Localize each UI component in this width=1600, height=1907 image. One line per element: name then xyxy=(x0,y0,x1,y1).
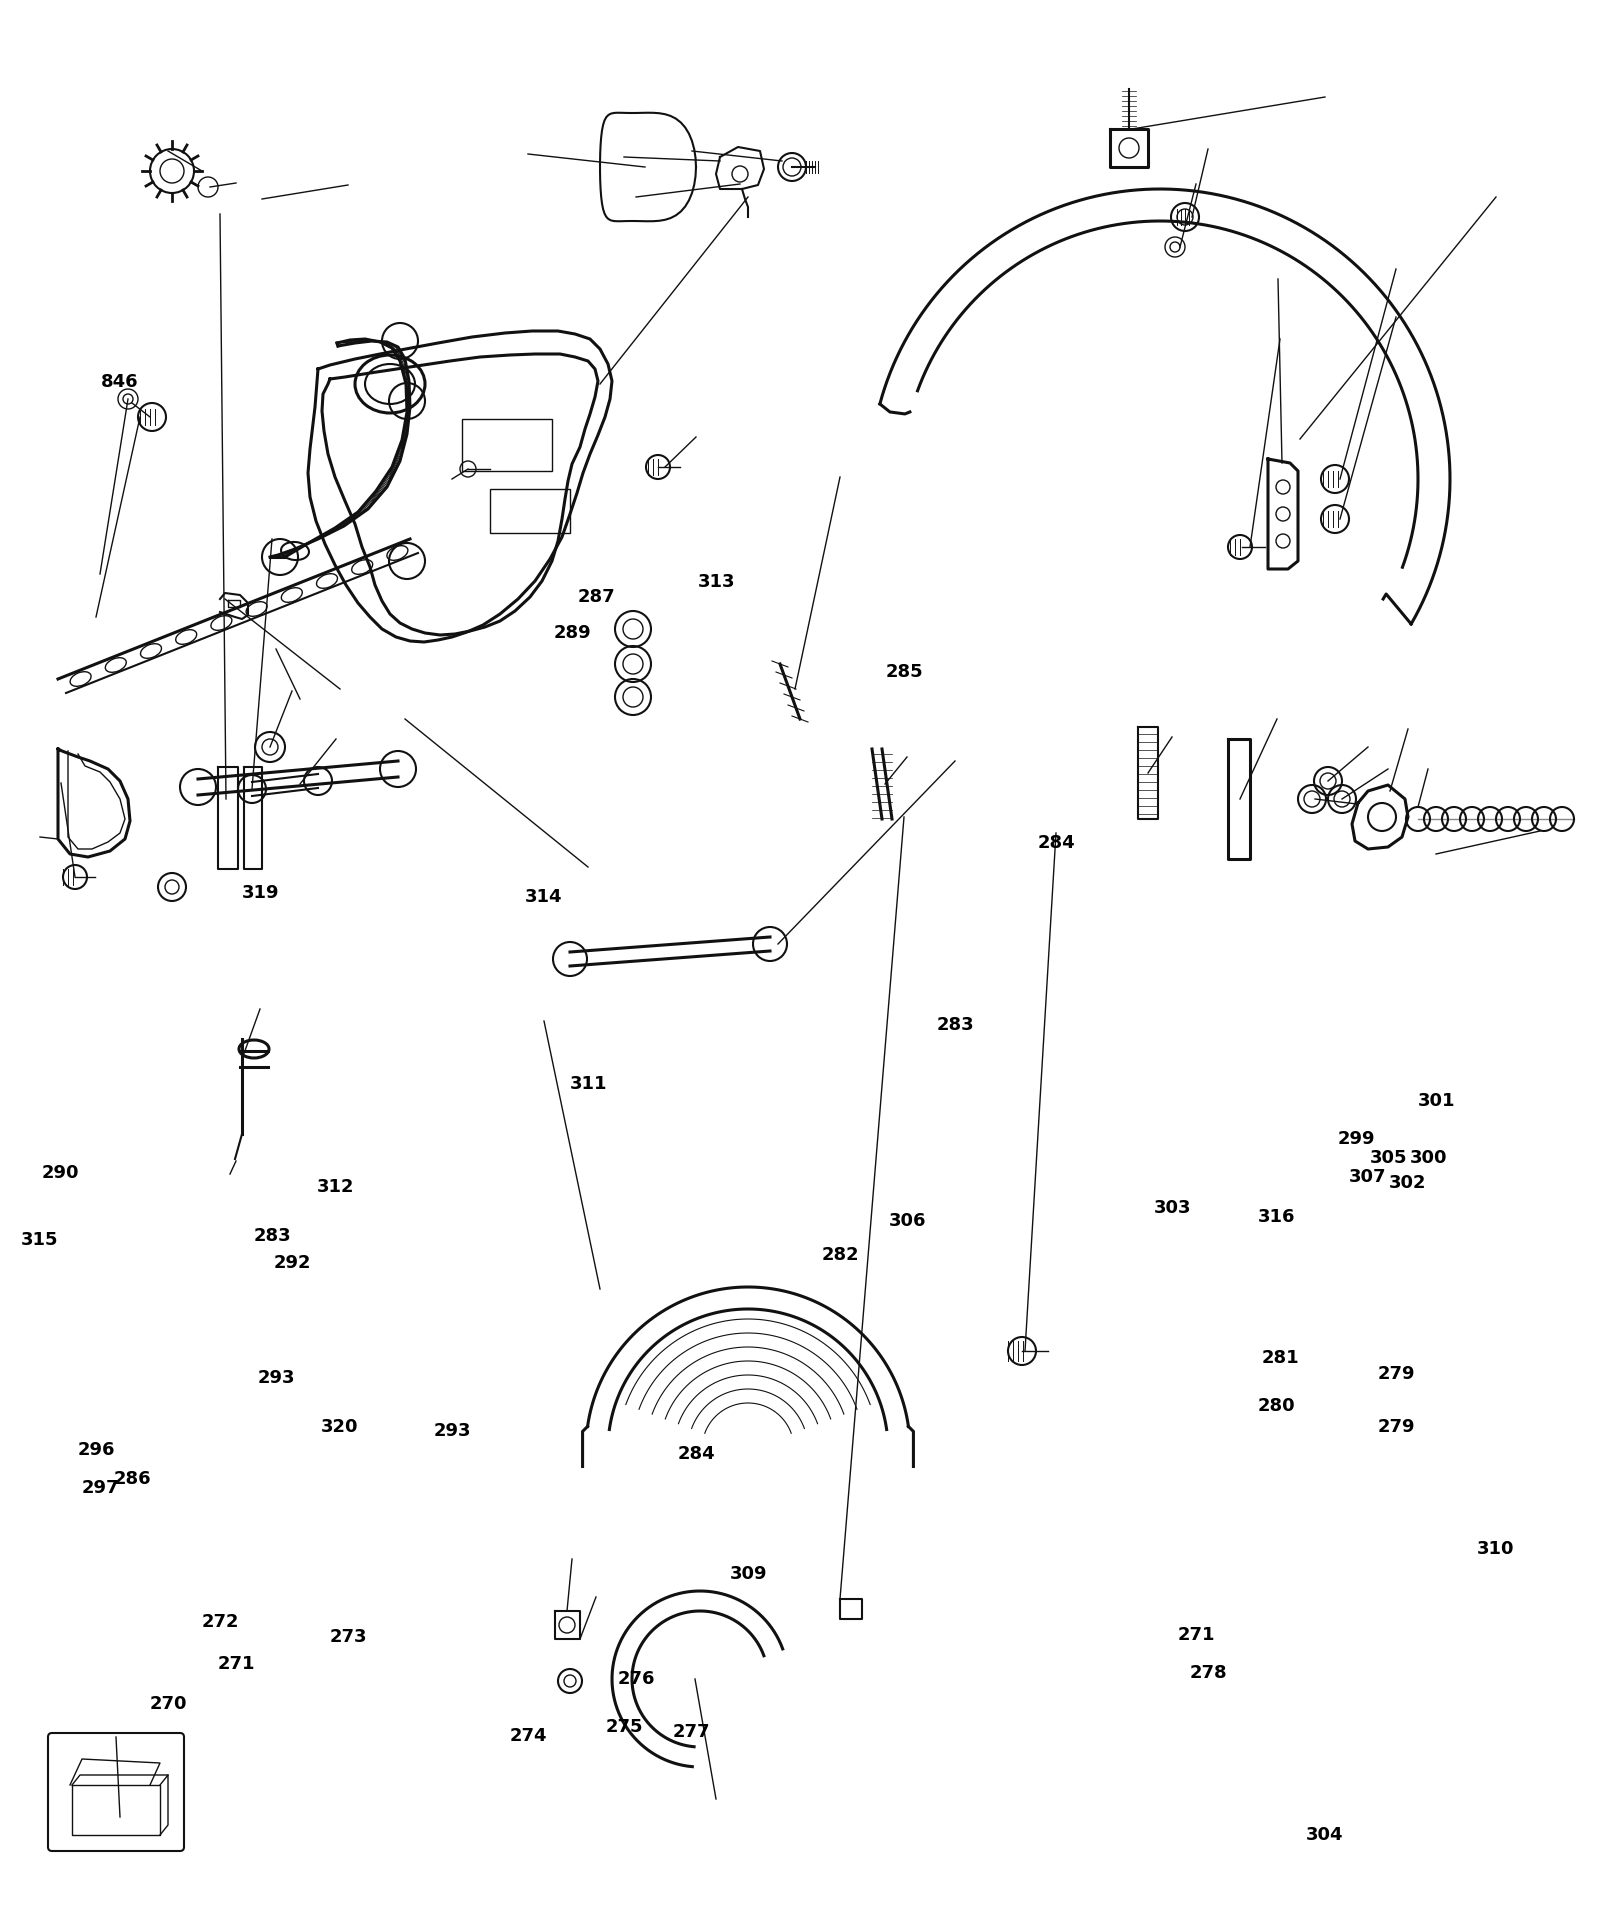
Text: 297: 297 xyxy=(82,1478,120,1497)
Text: 315: 315 xyxy=(21,1230,59,1249)
Text: 285: 285 xyxy=(885,662,923,681)
Text: 284: 284 xyxy=(677,1444,715,1463)
Text: 275: 275 xyxy=(605,1716,643,1735)
Text: 296: 296 xyxy=(77,1440,115,1459)
Text: 313: 313 xyxy=(698,572,736,591)
Text: 316: 316 xyxy=(1258,1207,1296,1226)
Text: 274: 274 xyxy=(509,1726,547,1745)
Text: 283: 283 xyxy=(936,1015,974,1034)
Text: 299: 299 xyxy=(1338,1129,1376,1148)
Text: 309: 309 xyxy=(730,1564,768,1583)
Text: 278: 278 xyxy=(1189,1663,1227,1682)
Text: 292: 292 xyxy=(274,1253,312,1272)
Text: 283: 283 xyxy=(253,1226,291,1245)
Text: 305: 305 xyxy=(1370,1148,1408,1167)
Text: 311: 311 xyxy=(570,1074,608,1093)
Text: 277: 277 xyxy=(672,1722,710,1741)
Text: 302: 302 xyxy=(1389,1173,1427,1192)
Text: 271: 271 xyxy=(218,1653,256,1672)
Text: 293: 293 xyxy=(434,1421,472,1440)
Text: 304: 304 xyxy=(1306,1825,1344,1844)
Text: 279: 279 xyxy=(1378,1364,1416,1383)
Text: 301: 301 xyxy=(1418,1091,1456,1110)
Text: 281: 281 xyxy=(1261,1348,1299,1367)
Text: 314: 314 xyxy=(525,887,563,906)
Bar xyxy=(490,490,570,534)
Text: 307: 307 xyxy=(1349,1167,1387,1186)
Text: 289: 289 xyxy=(554,624,592,643)
Text: 287: 287 xyxy=(578,587,616,606)
Text: 306: 306 xyxy=(888,1211,926,1230)
Text: 320: 320 xyxy=(320,1417,358,1436)
Text: 319: 319 xyxy=(242,883,280,902)
Text: 846: 846 xyxy=(101,372,139,391)
Text: 276: 276 xyxy=(618,1669,656,1688)
Text: 271: 271 xyxy=(1178,1625,1216,1644)
Text: 303: 303 xyxy=(1154,1198,1192,1217)
Text: 280: 280 xyxy=(1258,1396,1296,1415)
Text: 290: 290 xyxy=(42,1163,80,1182)
Bar xyxy=(462,420,552,471)
Text: 284: 284 xyxy=(1037,833,1075,852)
Text: 272: 272 xyxy=(202,1611,240,1630)
Text: 286: 286 xyxy=(114,1468,152,1487)
Text: 282: 282 xyxy=(821,1245,859,1264)
Text: 273: 273 xyxy=(330,1627,368,1646)
Text: 270: 270 xyxy=(149,1693,187,1712)
Text: 310: 310 xyxy=(1477,1539,1515,1558)
Text: 300: 300 xyxy=(1410,1148,1448,1167)
Text: 279: 279 xyxy=(1378,1417,1416,1436)
Text: 312: 312 xyxy=(317,1177,355,1196)
Text: 293: 293 xyxy=(258,1367,296,1386)
